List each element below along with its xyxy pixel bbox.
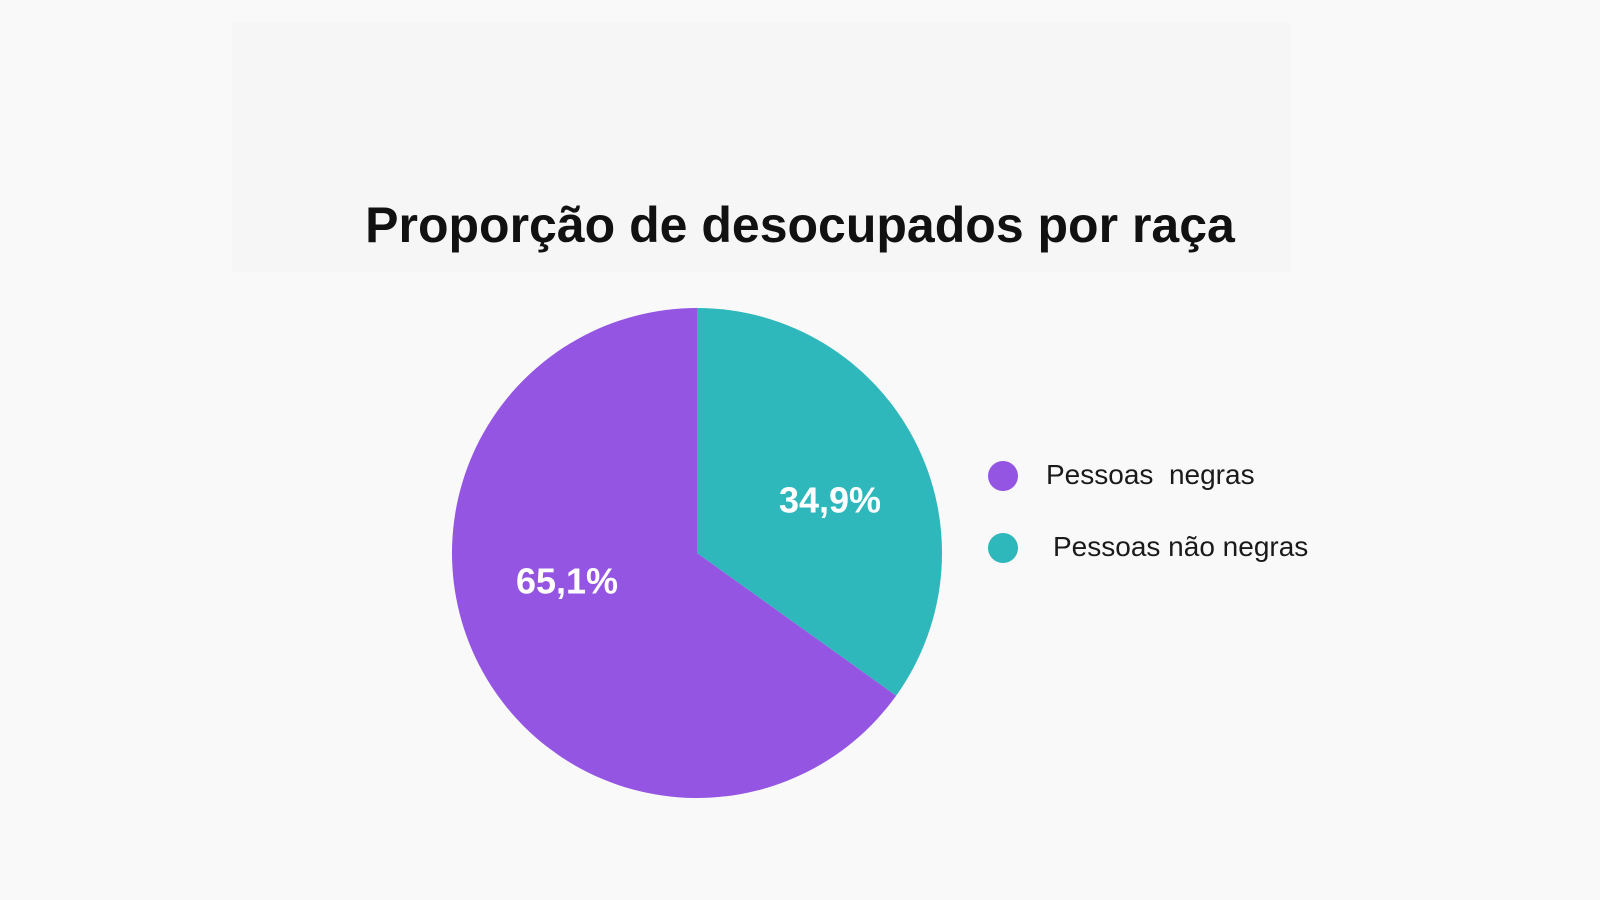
data-label-pessoas-nao-negras: 34,9% bbox=[779, 480, 881, 521]
data-label-pessoas-negras: 65,1% bbox=[516, 561, 618, 602]
legend-marker-pessoas-negras bbox=[988, 461, 1018, 491]
title-panel bbox=[232, 22, 1290, 272]
pie-slice-pessoas-nao-negras bbox=[697, 308, 942, 696]
legend-label-pessoas-negras: Pessoas negras bbox=[1046, 459, 1255, 490]
legend-label-pessoas-nao-negras: Pessoas não negras bbox=[1053, 531, 1309, 562]
chart-title: Proporção de desocupados por raça bbox=[365, 197, 1235, 253]
legend-marker-pessoas-nao-negras bbox=[988, 533, 1018, 563]
pie-slice-pessoas-negras bbox=[451, 308, 897, 798]
